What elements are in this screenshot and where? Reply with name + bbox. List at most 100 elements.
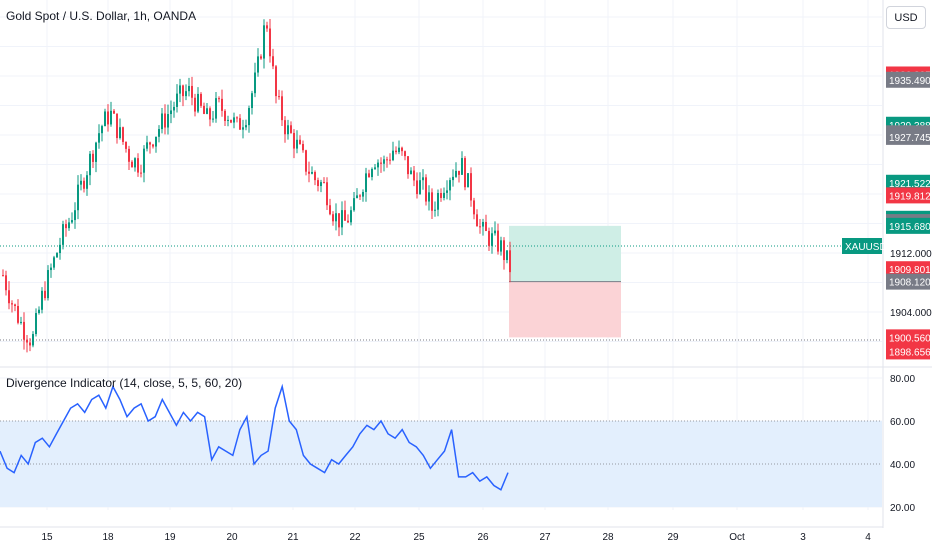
candle-body	[284, 120, 286, 135]
candle-body	[140, 172, 142, 174]
candle-body	[65, 224, 67, 229]
candle-body	[374, 167, 376, 169]
candle-body	[239, 118, 241, 130]
candle-body	[449, 180, 451, 191]
candle-body	[215, 98, 217, 119]
indicator-tick-label: 80.00	[890, 374, 915, 385]
candle-body	[29, 342, 31, 346]
candle-body	[383, 159, 385, 164]
price-tag	[886, 217, 930, 234]
candle-body	[119, 127, 121, 139]
candle-body	[260, 56, 262, 59]
chart-title: Gold Spot / U.S. Dollar, 1h, OANDA	[6, 9, 197, 23]
time-tick-label: 22	[349, 532, 361, 543]
symbol-tag	[842, 238, 882, 254]
price-tag-label: 1935.490	[889, 76, 931, 87]
candle-body	[332, 214, 334, 222]
candle-body	[365, 173, 367, 192]
indicator-tick-label: 60.00	[890, 417, 915, 428]
candle-body	[476, 214, 478, 227]
candle-body	[488, 230, 490, 246]
candle-body	[185, 91, 187, 97]
candle-body	[335, 213, 337, 222]
price-tag	[886, 329, 930, 346]
candle-body	[158, 129, 160, 137]
candle-body	[176, 93, 178, 107]
candle-body	[113, 110, 115, 114]
candle-body	[131, 161, 133, 168]
candle-body	[98, 133, 100, 143]
candle-body	[506, 250, 508, 261]
candle-body	[149, 142, 151, 145]
candle-body	[503, 240, 505, 261]
candle-body	[458, 170, 460, 175]
indicator-line	[0, 383, 509, 491]
candle-body	[68, 222, 70, 229]
candle-body	[308, 171, 310, 174]
symbol-tag-label: XAUUSD	[845, 242, 887, 253]
candle-body	[194, 97, 196, 112]
currency-button[interactable]: USD	[886, 6, 926, 29]
candle-body	[434, 209, 436, 211]
candle-body	[422, 177, 424, 181]
candle-body	[14, 304, 16, 307]
candle-body	[407, 156, 409, 175]
candle-body	[212, 118, 214, 120]
candle-body	[164, 113, 166, 128]
candle-body	[116, 113, 118, 139]
candle-body	[26, 339, 28, 343]
price-tag-label: 1908.120	[889, 278, 931, 289]
candle-body	[86, 175, 88, 189]
candle-body	[83, 180, 85, 189]
candle-body	[410, 170, 412, 175]
candle-body	[251, 93, 253, 109]
candle-body	[272, 56, 274, 67]
candle-body	[368, 173, 370, 178]
candle-body	[386, 159, 388, 161]
time-tick-label: 18	[102, 532, 114, 543]
candle-body	[152, 144, 154, 147]
candle-body	[182, 85, 184, 97]
candle-body	[167, 114, 169, 128]
candle-body	[11, 303, 13, 305]
time-tick-label: 4	[865, 532, 871, 543]
candle-body	[380, 162, 382, 164]
candle-body	[494, 230, 496, 234]
candle-body	[452, 176, 454, 181]
price-tag-label: 1900.560	[889, 333, 931, 344]
price-tag	[886, 273, 930, 290]
candle-body	[440, 193, 442, 198]
candle-body	[464, 158, 466, 188]
candle-body	[275, 66, 277, 97]
candle-body	[353, 198, 355, 211]
candle-body	[128, 148, 130, 162]
time-tick-label: 27	[539, 532, 551, 543]
candle-body	[269, 28, 271, 57]
indicator-tick-label: 40.00	[890, 460, 915, 471]
candle-body	[323, 182, 325, 184]
candle-body	[500, 240, 502, 252]
price-tag-label: 1927.745	[889, 133, 931, 144]
candle-body	[203, 105, 205, 114]
candle-body	[404, 151, 406, 157]
candle-body	[71, 220, 73, 223]
candle-body	[278, 96, 280, 98]
time-tick-label: 21	[287, 532, 299, 543]
price-tag	[886, 187, 930, 204]
candle-body	[218, 98, 220, 100]
candle-body	[317, 180, 319, 187]
candle-body	[257, 56, 259, 73]
profit-zone	[509, 225, 621, 282]
candle-body	[446, 190, 448, 193]
candle-body	[482, 221, 484, 227]
candle-body	[161, 113, 163, 130]
candle-body	[392, 150, 394, 161]
candle-body	[59, 244, 61, 254]
candle-body	[221, 98, 223, 111]
candle-body	[287, 125, 289, 135]
loss-zone	[509, 281, 621, 338]
price-tag	[886, 71, 930, 88]
candle-body	[263, 25, 265, 59]
candle-body	[125, 141, 127, 149]
